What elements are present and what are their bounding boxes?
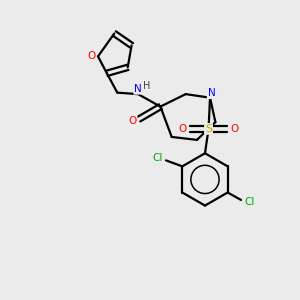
Text: O: O [87, 51, 96, 62]
Text: O: O [230, 124, 238, 134]
Text: H: H [143, 81, 151, 91]
Text: O: O [128, 116, 136, 126]
Text: N: N [134, 84, 142, 94]
Text: Cl: Cl [152, 153, 162, 163]
Text: N: N [208, 88, 215, 98]
Text: S: S [205, 124, 212, 134]
Text: O: O [178, 124, 187, 134]
Text: Cl: Cl [245, 197, 255, 207]
